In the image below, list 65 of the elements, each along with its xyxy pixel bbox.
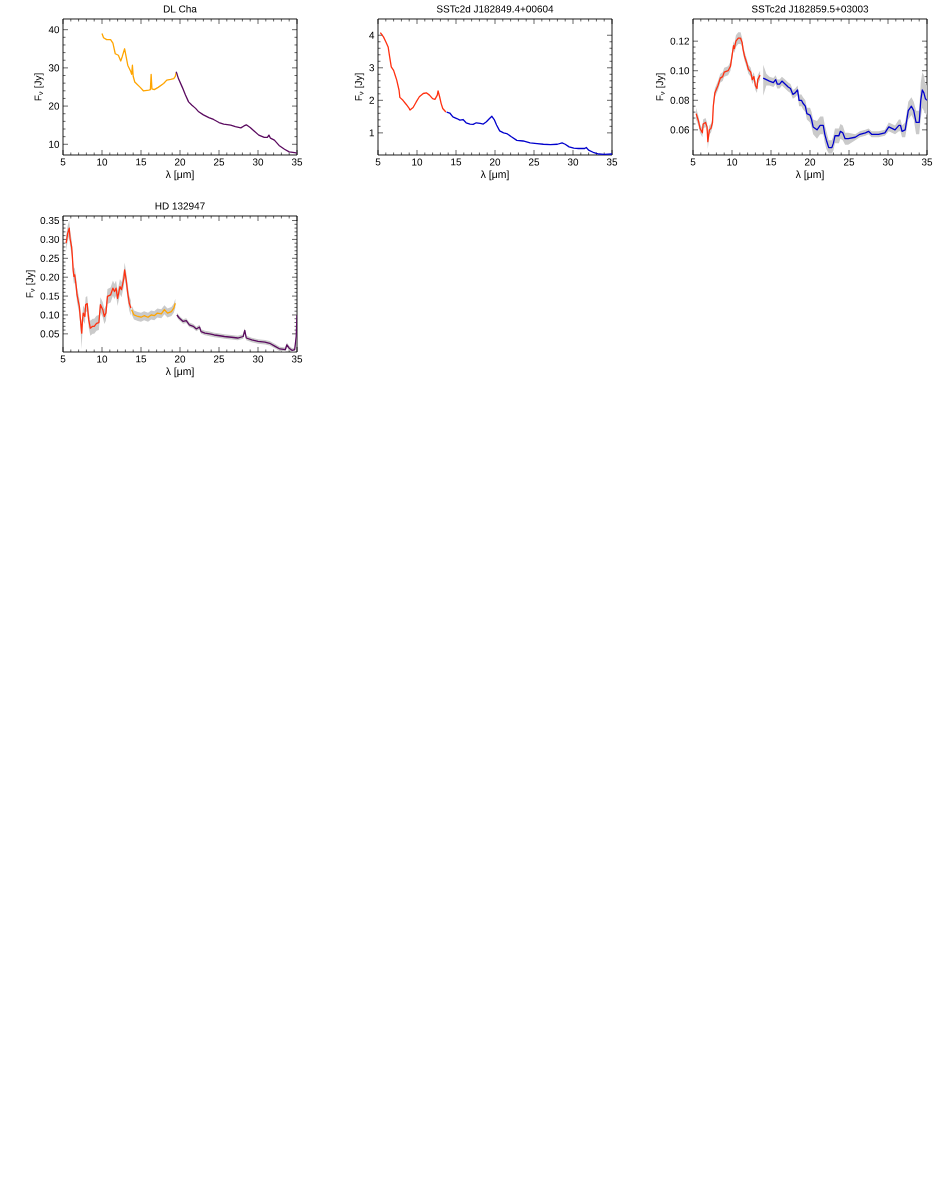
- x-axis-title: λ [μm]: [165, 170, 194, 181]
- x-tick-label: 20: [804, 158, 816, 166]
- y-tick-label: 0.08: [670, 96, 690, 104]
- y-tick-label: 20: [48, 102, 60, 110]
- y-tick-label: 40: [48, 26, 60, 34]
- x-tick-label: 35: [921, 158, 933, 166]
- line-series: [175, 71, 297, 154]
- x-tick-label: 10: [412, 158, 423, 166]
- y-tick-label: 0.10: [670, 67, 690, 75]
- x-axis-title: λ [μm]: [795, 170, 824, 181]
- y-tick-label: 0.06: [670, 126, 690, 134]
- y-tick-label: 10: [49, 140, 60, 148]
- x-tick-label: 15: [136, 355, 147, 363]
- x-tick-label: 20: [174, 355, 186, 363]
- chart-title: DL Cha: [163, 5, 197, 13]
- y-tick-label: 1: [369, 129, 375, 137]
- x-tick-label: 35: [291, 355, 303, 363]
- x-tick-label: 15: [136, 158, 147, 166]
- y-tick-label: 4: [369, 31, 375, 39]
- y-tick-label: 0.12: [670, 37, 689, 45]
- y-tick-label: 2: [369, 96, 374, 104]
- y-axis-title: F$_{ν}$ [Jy]: [354, 73, 365, 101]
- y-tick-label: 0.05: [40, 330, 60, 338]
- x-tick-label: 30: [882, 158, 894, 166]
- x-tick-label: 20: [489, 158, 501, 166]
- x-tick-label: 30: [252, 158, 264, 166]
- x-tick-label: 10: [727, 158, 738, 166]
- x-tick-label: 30: [252, 355, 264, 363]
- y-tick-label: 3: [369, 64, 375, 72]
- x-tick-label: 10: [97, 355, 108, 363]
- chart-title: SSTc2d J182859.5+03003: [751, 5, 869, 13]
- x-tick-label: 15: [766, 158, 777, 166]
- x-tick-label: 25: [843, 158, 855, 166]
- y-tick-label: 0.10: [40, 311, 60, 319]
- x-tick-label: 15: [451, 158, 462, 166]
- x-tick-label: 25: [213, 158, 225, 166]
- line-series: [379, 32, 447, 113]
- line-series: [101, 32, 177, 92]
- line-series: [762, 77, 928, 149]
- x-tick-label: 35: [606, 158, 618, 166]
- y-axis-title: F$_{ν}$ [Jy]: [34, 73, 44, 101]
- x-axis-title: λ [μm]: [480, 170, 509, 181]
- x-tick-label: 35: [291, 158, 303, 166]
- x-tick-label: 30: [567, 158, 579, 166]
- y-axis-title: F$_{ν}$ [Jy]: [655, 73, 666, 101]
- x-tick-label: 20: [174, 158, 186, 166]
- y-tick-label: 0.25: [40, 254, 60, 262]
- x-tick-label: 5: [690, 158, 696, 166]
- chart-title: SSTc2d J182849.4+00604: [436, 5, 554, 13]
- x-tick-label: 5: [60, 158, 66, 166]
- x-tick-label: 10: [97, 158, 108, 166]
- x-axis-title: λ [μm]: [165, 367, 194, 378]
- line-series: [65, 227, 132, 334]
- x-tick-label: 5: [60, 355, 66, 363]
- x-tick-label: 25: [213, 355, 225, 363]
- chart-title: HD 132947: [155, 202, 205, 210]
- y-axis-title: F$_{ν}$ [Jy]: [25, 270, 36, 298]
- x-tick-label: 5: [375, 158, 381, 166]
- line-series: [445, 111, 612, 155]
- y-tick-label: 0.35: [40, 217, 60, 225]
- x-tick-label: 25: [528, 158, 540, 166]
- y-tick-label: 0.30: [40, 235, 60, 243]
- y-tick-label: 0.15: [40, 292, 60, 300]
- y-tick-label: 30: [48, 64, 60, 72]
- y-tick-label: 0.20: [40, 273, 60, 281]
